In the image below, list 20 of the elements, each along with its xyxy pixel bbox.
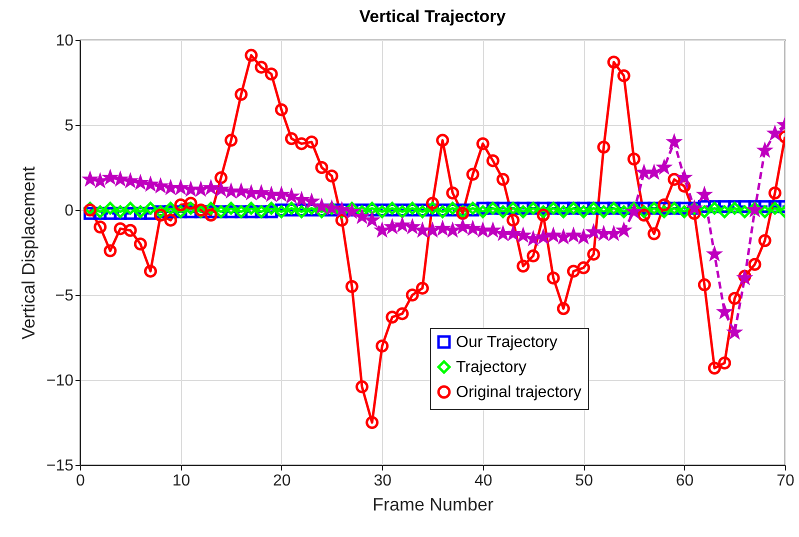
legend-label: Our Trajectory (456, 334, 558, 351)
y-tick-label: −5 (55, 288, 74, 304)
x-tick-label: 50 (575, 472, 594, 490)
y-tick-label: −15 (46, 458, 74, 474)
y-tick-label: 10 (56, 32, 74, 50)
legend-label: Original trajectory (456, 384, 582, 401)
chart-title: Vertical Trajectory (359, 7, 506, 26)
x-tick-label: 10 (172, 472, 190, 490)
y-tick-label: 5 (64, 118, 74, 134)
legend-label: Trajectory (456, 359, 527, 376)
y-axis-title: Vertical Displacement (18, 166, 38, 340)
x-tick-label: 0 (76, 472, 86, 490)
y-tick-label: −10 (46, 372, 74, 390)
y-tick-label: 0 (64, 202, 74, 220)
x-tick-label: 30 (374, 472, 392, 490)
x-tick-label: 60 (676, 472, 694, 490)
x-tick-label: 70 (776, 472, 794, 490)
x-axis-title: Frame Number (372, 494, 494, 514)
x-tick-label: 20 (273, 472, 291, 490)
x-tick-label: 40 (474, 472, 492, 490)
